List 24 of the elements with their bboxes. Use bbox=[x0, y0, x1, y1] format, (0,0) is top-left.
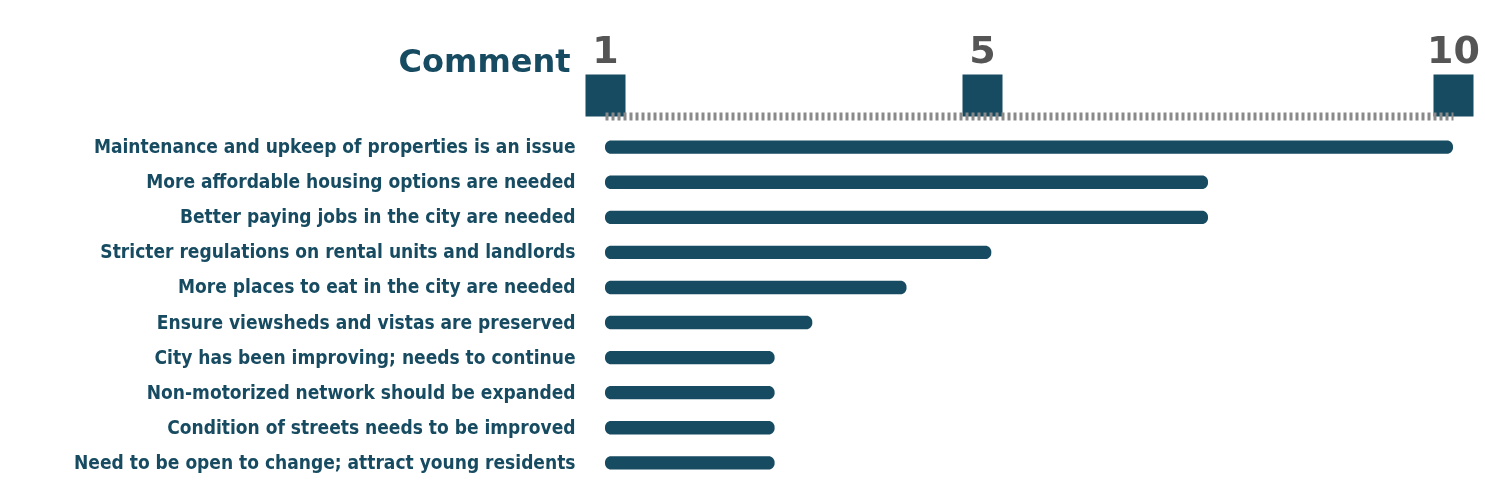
bar bbox=[605, 210, 1209, 224]
y-tick-label: Need to be open to change; attract young residents bbox=[74, 450, 576, 473]
bar bbox=[605, 315, 813, 330]
y-tick-label: Maintenance and upkeep of properties is an issue bbox=[93, 135, 576, 158]
bar bbox=[605, 386, 775, 400]
y-tick-label: More affordable housing options are needed bbox=[146, 170, 576, 193]
y-tick-label: More places to eat in the city are needed bbox=[178, 275, 576, 298]
y-axis-title: Comment bbox=[398, 41, 571, 80]
bar bbox=[605, 350, 775, 365]
x-tick-label: 10 bbox=[1427, 27, 1480, 72]
bar bbox=[605, 175, 1209, 189]
y-tick-label: City has been improving; needs to continue bbox=[154, 345, 576, 368]
bar bbox=[605, 280, 907, 295]
y-tick-label: Non-motorized network should be expanded bbox=[146, 380, 576, 403]
bar bbox=[605, 245, 992, 260]
bar bbox=[605, 456, 775, 470]
x-tick-label: 1 bbox=[592, 27, 619, 72]
y-tick-label: Stricter regulations on rental units and landlords bbox=[100, 240, 576, 263]
y-tick-label: Condition of streets needs to be improved bbox=[167, 415, 576, 438]
y-tick-label: Better paying jobs in the city are needed bbox=[180, 205, 576, 228]
x-tick-label: 5 bbox=[969, 27, 996, 72]
bar bbox=[605, 421, 775, 435]
y-tick-label: Ensure viewsheds and vistas are preserved bbox=[156, 310, 576, 333]
bar bbox=[605, 140, 1453, 154]
